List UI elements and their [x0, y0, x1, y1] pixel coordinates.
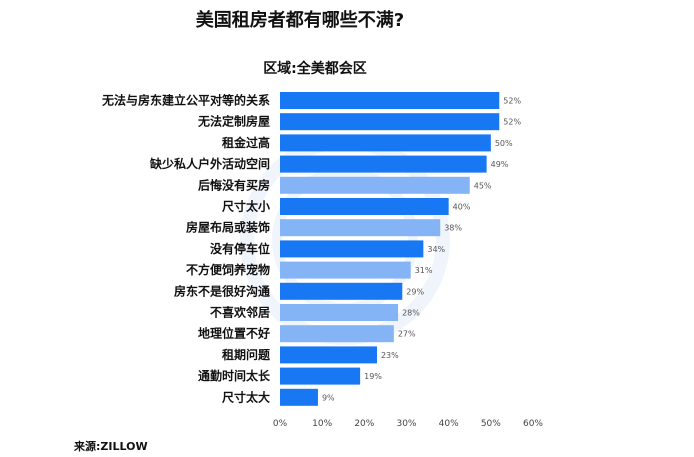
bar	[280, 325, 394, 343]
bar	[280, 155, 487, 173]
bar-value-label: 45%	[474, 181, 492, 190]
x-tick-label: 10%	[312, 419, 332, 429]
category-label: 缺少私人户外活动空间	[150, 156, 270, 171]
x-tick-label: 0%	[273, 419, 288, 429]
bar-value-label: 38%	[444, 224, 462, 233]
bar-value-label: 52%	[503, 97, 521, 106]
bar-value-label: 31%	[415, 266, 433, 275]
bar	[280, 346, 377, 364]
bar	[280, 282, 403, 300]
bar-value-label: 9%	[322, 393, 335, 402]
category-label: 不方便饲养宠物	[186, 262, 270, 277]
bar-value-label: 52%	[503, 118, 521, 127]
x-axis-ticks: 0% 10% 20% 30% 40% 50% 60%	[273, 419, 544, 429]
x-tick-label: 20%	[354, 419, 374, 429]
chart-title: 美国租房者都有哪些不满?	[195, 10, 405, 31]
bar-value-label: 49%	[491, 160, 509, 169]
bar-value-label: 23%	[381, 351, 399, 360]
x-tick-label: 40%	[439, 419, 459, 429]
x-tick-label: 30%	[396, 419, 416, 429]
bar-value-label: 19%	[364, 372, 382, 381]
chart-subtitle: 区域:全美都会区	[263, 61, 367, 77]
category-label: 无法定制房屋	[197, 114, 270, 129]
category-label: 尺寸太大	[222, 389, 270, 404]
value-labels-layer: 52% 52% 50% 49% 45% 40% 38% 34% 31% 29% 28% 27% 23% 1…	[322, 97, 521, 403]
bar-value-label: 34%	[427, 245, 445, 254]
bar	[280, 176, 470, 194]
bar-value-label: 29%	[406, 287, 424, 296]
bars-layer	[280, 92, 500, 406]
bar	[280, 367, 361, 385]
bar	[280, 113, 500, 131]
category-label: 通勤时间太长	[198, 368, 271, 383]
category-label: 租金过高	[222, 135, 270, 150]
bar	[280, 92, 500, 109]
bar	[280, 134, 491, 152]
category-label: 后悔没有买房	[198, 177, 270, 192]
bar	[280, 261, 411, 279]
category-label: 无法与房东建立公平对等的关系	[101, 93, 270, 108]
bar-value-label: 50%	[495, 139, 513, 148]
category-label: 租期问题	[222, 347, 271, 362]
category-labels-layer: 无法与房东建立公平对等的关系无法定制房屋租金过高缺少私人户外活动空间后悔没有买房…	[101, 93, 271, 405]
category-label: 地理位置不好	[198, 326, 270, 341]
bar-value-label: 28%	[402, 309, 420, 318]
bar	[280, 304, 399, 321]
bar	[280, 219, 441, 237]
bar	[280, 388, 318, 406]
category-label: 不喜欢邻居	[210, 305, 270, 320]
category-label: 没有停车位	[210, 241, 270, 256]
source-note: 来源:ZILLOW	[74, 440, 148, 453]
category-label: 尺寸太小	[222, 199, 270, 214]
bar-value-label: 40%	[453, 203, 471, 212]
bar-value-label: 27%	[398, 330, 416, 339]
x-tick-label: 50%	[481, 419, 501, 429]
bar	[280, 198, 449, 215]
x-tick-label: 60%	[523, 419, 543, 429]
category-label: 房东不是很好沟通	[174, 283, 270, 298]
category-label: 房屋布局或装饰	[186, 220, 270, 235]
bar	[280, 240, 424, 258]
